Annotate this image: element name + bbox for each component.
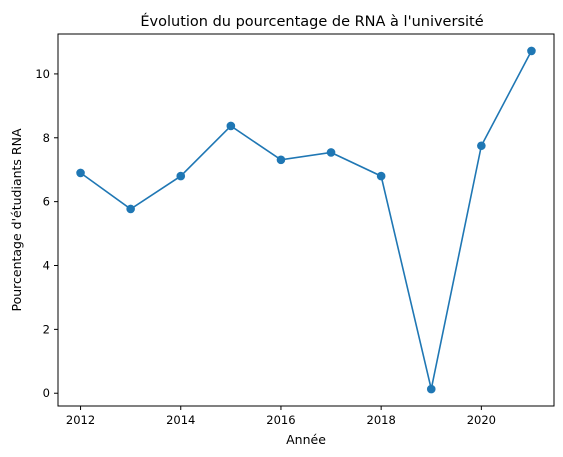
y-tick-label: 2 <box>43 322 50 336</box>
data-point <box>426 384 436 394</box>
data-point <box>527 46 536 56</box>
x-axis-label: Année <box>286 432 326 447</box>
y-axis-label: Pourcentage d'étudiants RNA <box>9 128 24 311</box>
data-point <box>276 155 286 165</box>
x-tick-label: 2016 <box>266 413 295 427</box>
data-point <box>126 204 135 214</box>
x-tick-label: 2018 <box>367 413 396 427</box>
y-tick-label: 8 <box>43 131 50 145</box>
y-tick-label: 4 <box>43 259 50 273</box>
data-point <box>176 171 186 181</box>
y-tick-label: 0 <box>43 386 50 400</box>
data-point <box>477 141 486 151</box>
y-tick-label: 6 <box>43 195 50 209</box>
y-axis: 0 2 4 6 8 10 <box>35 67 58 400</box>
data-point <box>376 171 386 181</box>
data-point <box>226 121 236 131</box>
x-axis: 2012 2014 2016 2018 2020 <box>66 406 496 427</box>
data-points <box>76 46 536 394</box>
plot-area <box>57 33 555 407</box>
x-tick-label: 2012 <box>66 413 95 427</box>
series-line <box>80 50 533 390</box>
data-point <box>326 148 336 157</box>
x-tick-label: 2020 <box>467 413 496 427</box>
data-point <box>76 168 85 178</box>
x-tick-label: 2014 <box>166 413 195 427</box>
y-tick-label: 10 <box>35 67 50 81</box>
chart-title: Évolution du pourcentage de RNA à l'univ… <box>140 13 483 30</box>
